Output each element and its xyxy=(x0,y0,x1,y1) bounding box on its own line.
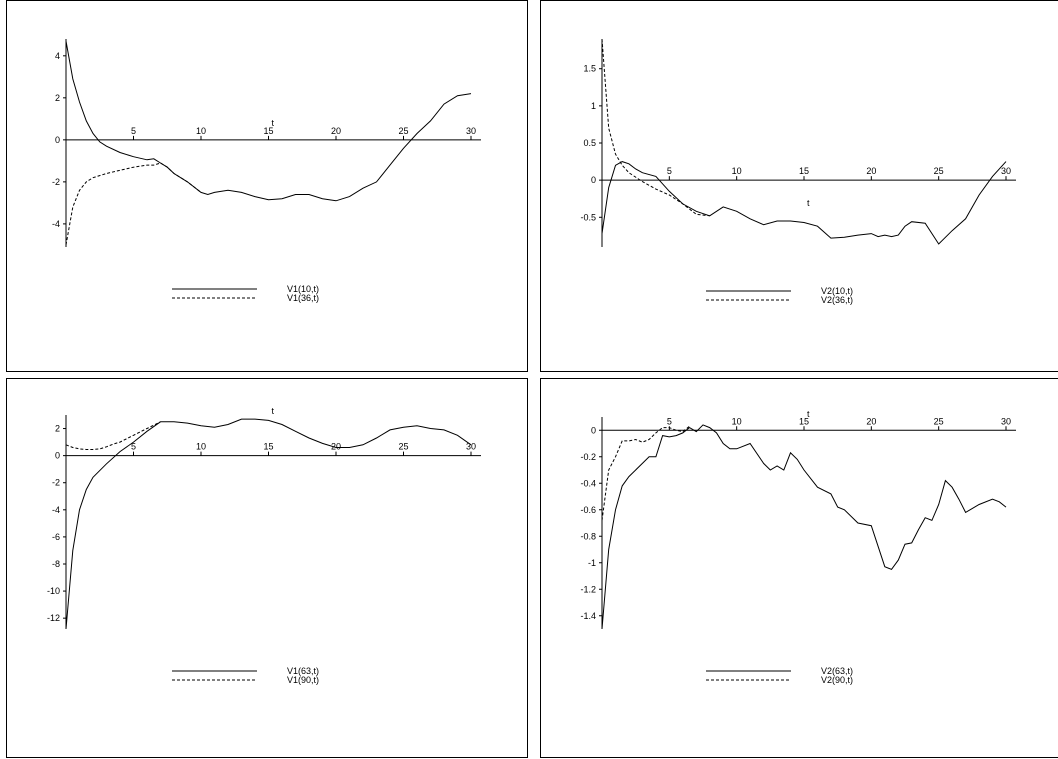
series-line-1 xyxy=(65,418,472,630)
series-line-1 xyxy=(601,161,1007,245)
chart-v1-63-90: 5 10 15 20 25 30 t -12 -10 -8 -6 -4 -2 0 2 V1(63,t)V1(9… xyxy=(47,406,481,685)
x-tick-label: 25 xyxy=(934,416,944,426)
x-tick-label: 15 xyxy=(799,416,809,426)
y-tick-label: -8 xyxy=(52,559,60,569)
x-tick-label: 30 xyxy=(1001,416,1011,426)
y-tick-label: 0 xyxy=(55,451,60,461)
legend-label: V1(63,t) xyxy=(287,666,319,676)
x-axis-label: t xyxy=(807,198,810,208)
y-tick-label: 0 xyxy=(591,175,596,185)
chart-v2-10-36: 5 10 15 20 25 30 t -0.5 0 0.5 1 1.5 V2(10,t)V2(36,t) xyxy=(580,38,1016,305)
x-tick-label: 15 xyxy=(799,166,809,176)
y-tick-label: -1.2 xyxy=(580,584,596,594)
y-tick-label: -0.6 xyxy=(580,505,596,515)
chart-panel-v2-top: 5 10 15 20 25 30 t -0.5 0 0.5 1 1.5 V2(10,t) V2(36,t) xyxy=(540,0,1058,372)
x-tick-label: 20 xyxy=(866,166,876,176)
x-tick-label: 15 xyxy=(263,126,273,136)
legend-label: V1(36,t) xyxy=(287,293,319,303)
y-tick-label: -1.4 xyxy=(580,611,596,621)
x-tick-label: 20 xyxy=(331,442,341,452)
x-axis-label: t xyxy=(807,409,810,419)
x-tick-label: 20 xyxy=(866,416,876,426)
y-tick-label: 0 xyxy=(55,135,60,145)
y-tick-label: -10 xyxy=(47,586,60,596)
chart-panel-v1-bottom: 5 10 15 20 25 30 t -12 -10 -8 -6 -4 -2 0 2 V1(63,t) V1(9… xyxy=(6,378,528,758)
series-line-2 xyxy=(65,162,202,245)
series-line-2 xyxy=(601,425,690,521)
x-tick-label: 25 xyxy=(398,442,408,452)
chart-panel-v2-bottom: 5 10 15 20 25 30 t -1.4 -1.2 -1 -0.8 -0.6 -0.4 -0.2 0 V… xyxy=(540,378,1058,758)
y-tick-label: 1.5 xyxy=(583,64,596,74)
x-tick-label: 5 xyxy=(131,126,136,136)
y-tick-label: -1 xyxy=(588,558,596,568)
chart-v2-63-90: 5 10 15 20 25 30 t -1.4 -1.2 -1 -0.8 -0.6 -0.4 -0.2 0 V… xyxy=(580,409,1016,685)
y-tick-label: -0.5 xyxy=(580,212,596,222)
x-tick-label: 5 xyxy=(667,416,672,426)
y-tick-label: 2 xyxy=(55,424,60,434)
x-tick-label: 5 xyxy=(131,442,136,452)
y-tick-label: -6 xyxy=(52,532,60,542)
legend-label: V2(10,t) xyxy=(821,286,853,296)
y-tick-label: -4 xyxy=(52,219,60,229)
x-tick-label: 30 xyxy=(466,126,476,136)
y-tick-label: -2 xyxy=(52,478,60,488)
x-tick-label: 25 xyxy=(398,126,408,136)
y-tick-label: 0.5 xyxy=(583,138,596,148)
x-tick-label: 30 xyxy=(1001,166,1011,176)
x-tick-label: 5 xyxy=(667,166,672,176)
y-tick-label: 0 xyxy=(591,425,596,435)
legend-label: V2(36,t) xyxy=(821,295,853,305)
y-tick-label: -12 xyxy=(47,613,60,623)
x-tick-label: 30 xyxy=(466,442,476,452)
x-tick-label: 10 xyxy=(196,442,206,452)
legend-label: V2(63,t) xyxy=(821,666,853,676)
y-tick-label: -0.2 xyxy=(580,452,596,462)
series-line-2 xyxy=(65,421,161,450)
chart-panel-v1-top: 5 10 15 20 25 30 t -4 -2 0 2 4 V1(10,t) V1(36,t) xyxy=(6,0,528,372)
series-line-1 xyxy=(601,424,1007,630)
series-line-2 xyxy=(601,38,710,217)
y-tick-label: -0.4 xyxy=(580,478,596,488)
x-axis-label: t xyxy=(272,118,275,128)
y-tick-label: -4 xyxy=(52,505,60,515)
x-tick-label: 10 xyxy=(732,416,742,426)
x-tick-label: 20 xyxy=(331,126,341,136)
legend-label: V1(10,t) xyxy=(287,284,319,294)
x-tick-label: 10 xyxy=(196,126,206,136)
x-tick-label: 25 xyxy=(934,166,944,176)
y-tick-label: -0.8 xyxy=(580,531,596,541)
legend-label: V1(90,t) xyxy=(287,675,319,685)
y-tick-label: -2 xyxy=(52,177,60,187)
legend-label: V2(90,t) xyxy=(821,675,853,685)
x-tick-label: 15 xyxy=(263,442,273,452)
y-tick-label: 2 xyxy=(55,93,60,103)
series-line-1 xyxy=(65,41,472,202)
chart-v1-10-36: 5 10 15 20 25 30 t -4 -2 0 2 4 V1(10,t)V1(36,t) xyxy=(52,39,481,303)
x-axis-label: t xyxy=(272,406,275,416)
y-tick-label: 1 xyxy=(591,101,596,111)
x-tick-label: 10 xyxy=(732,166,742,176)
y-tick-label: 4 xyxy=(55,51,60,61)
